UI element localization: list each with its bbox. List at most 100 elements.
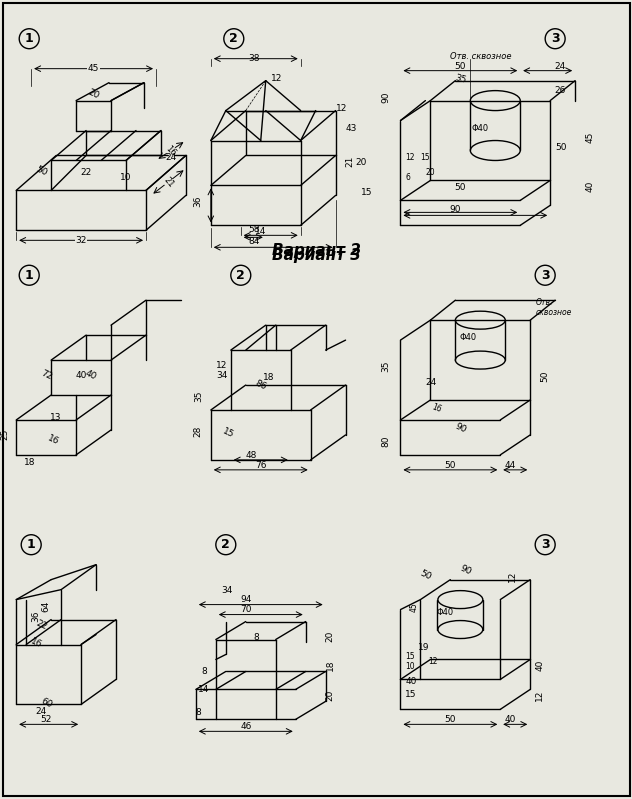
Text: 35: 35 (194, 391, 203, 402)
Text: 72: 72 (39, 369, 53, 382)
Text: 1: 1 (25, 268, 33, 282)
Text: 18: 18 (325, 660, 334, 671)
Text: 3: 3 (551, 32, 559, 46)
Text: 16: 16 (29, 637, 44, 650)
Text: 21: 21 (162, 175, 175, 189)
Text: Вариант 3: Вариант 3 (272, 248, 361, 264)
Text: 16: 16 (430, 402, 442, 414)
Text: 36: 36 (193, 196, 202, 208)
Text: 40: 40 (504, 715, 516, 725)
Text: 24: 24 (425, 378, 437, 387)
Text: 70: 70 (240, 605, 252, 614)
Text: 25: 25 (0, 428, 9, 440)
Text: 15: 15 (406, 690, 417, 699)
Text: 19: 19 (418, 642, 430, 651)
Text: 12: 12 (406, 153, 415, 162)
Text: 22: 22 (34, 618, 48, 631)
Text: 24: 24 (166, 153, 176, 162)
Text: 10: 10 (406, 662, 415, 671)
Text: 20: 20 (356, 158, 367, 168)
Text: Φ40: Φ40 (459, 333, 477, 342)
Text: 20: 20 (425, 169, 435, 177)
Text: 52: 52 (40, 715, 52, 725)
Text: 34: 34 (216, 371, 228, 380)
Text: 12: 12 (336, 104, 347, 113)
Text: 36: 36 (32, 610, 40, 622)
Text: 12: 12 (428, 658, 438, 666)
Text: 2: 2 (236, 268, 245, 282)
Text: 58: 58 (248, 225, 260, 234)
Text: 64: 64 (42, 600, 51, 611)
Text: 1: 1 (25, 32, 33, 46)
Text: Φ40: Φ40 (471, 124, 489, 133)
Text: 94: 94 (240, 594, 252, 603)
Text: 12: 12 (216, 361, 228, 370)
Text: 15: 15 (406, 653, 415, 662)
Text: 50: 50 (540, 371, 549, 382)
Text: 14: 14 (255, 228, 267, 237)
Text: 40: 40 (535, 660, 544, 671)
Text: 43: 43 (346, 124, 357, 133)
Text: 28: 28 (194, 426, 203, 437)
Text: 24: 24 (35, 707, 47, 717)
Text: 84: 84 (248, 237, 260, 246)
Text: 32: 32 (75, 236, 87, 244)
Text: 24: 24 (554, 62, 566, 70)
Text: Вариант 2: Вариант 2 (272, 243, 361, 258)
Text: 60: 60 (39, 697, 53, 710)
Text: 40: 40 (406, 678, 417, 686)
Text: 10: 10 (120, 173, 131, 182)
Text: 12: 12 (270, 74, 282, 82)
Text: Отв.
сквозное: Отв. сквозное (535, 298, 571, 317)
Text: 16: 16 (164, 144, 178, 157)
Text: 50: 50 (454, 62, 466, 70)
Text: 26: 26 (554, 85, 566, 94)
Text: 90: 90 (458, 563, 473, 577)
Text: 86: 86 (253, 379, 268, 392)
Text: 50: 50 (445, 715, 456, 725)
Text: 2: 2 (229, 32, 238, 46)
Text: 38: 38 (248, 54, 260, 62)
Text: 50: 50 (555, 144, 567, 153)
Text: 35: 35 (454, 73, 467, 85)
Text: 3: 3 (541, 539, 549, 551)
Text: 15: 15 (221, 427, 235, 440)
Text: 16: 16 (46, 434, 61, 447)
Text: 76: 76 (255, 461, 267, 470)
Text: 1: 1 (27, 539, 35, 551)
Text: 6: 6 (406, 173, 410, 182)
Text: 15: 15 (420, 153, 430, 162)
Text: 14: 14 (198, 686, 210, 694)
Text: 3: 3 (541, 268, 549, 282)
Text: 45: 45 (88, 64, 99, 74)
Text: 2: 2 (221, 539, 230, 551)
Text: 40: 40 (585, 181, 594, 193)
Text: 13: 13 (51, 413, 62, 422)
Text: 40: 40 (84, 369, 98, 382)
Text: 45: 45 (410, 602, 418, 611)
Text: 80: 80 (382, 435, 391, 447)
Text: 12: 12 (535, 690, 544, 702)
Text: 50: 50 (418, 569, 432, 582)
Text: Φ40: Φ40 (437, 607, 454, 617)
Text: 48: 48 (245, 451, 257, 460)
Text: 46: 46 (240, 722, 252, 731)
Text: 34: 34 (221, 586, 232, 594)
Text: 8: 8 (253, 633, 258, 642)
Text: 18: 18 (263, 373, 274, 382)
Text: 15: 15 (360, 189, 372, 197)
Text: 50: 50 (34, 165, 48, 177)
Text: 12: 12 (508, 570, 517, 582)
Text: 8: 8 (195, 709, 201, 718)
Text: 90: 90 (453, 422, 468, 435)
Text: 8: 8 (201, 667, 207, 677)
Text: 90: 90 (449, 205, 461, 214)
Text: 21: 21 (346, 156, 355, 168)
Text: 45: 45 (585, 131, 594, 142)
Text: 22: 22 (80, 169, 92, 177)
Text: 35: 35 (382, 360, 391, 372)
Text: 44: 44 (504, 461, 516, 470)
Text: 90: 90 (382, 91, 391, 102)
Text: 50: 50 (445, 461, 456, 470)
Text: Отв. сквозное: Отв. сквозное (451, 52, 512, 61)
